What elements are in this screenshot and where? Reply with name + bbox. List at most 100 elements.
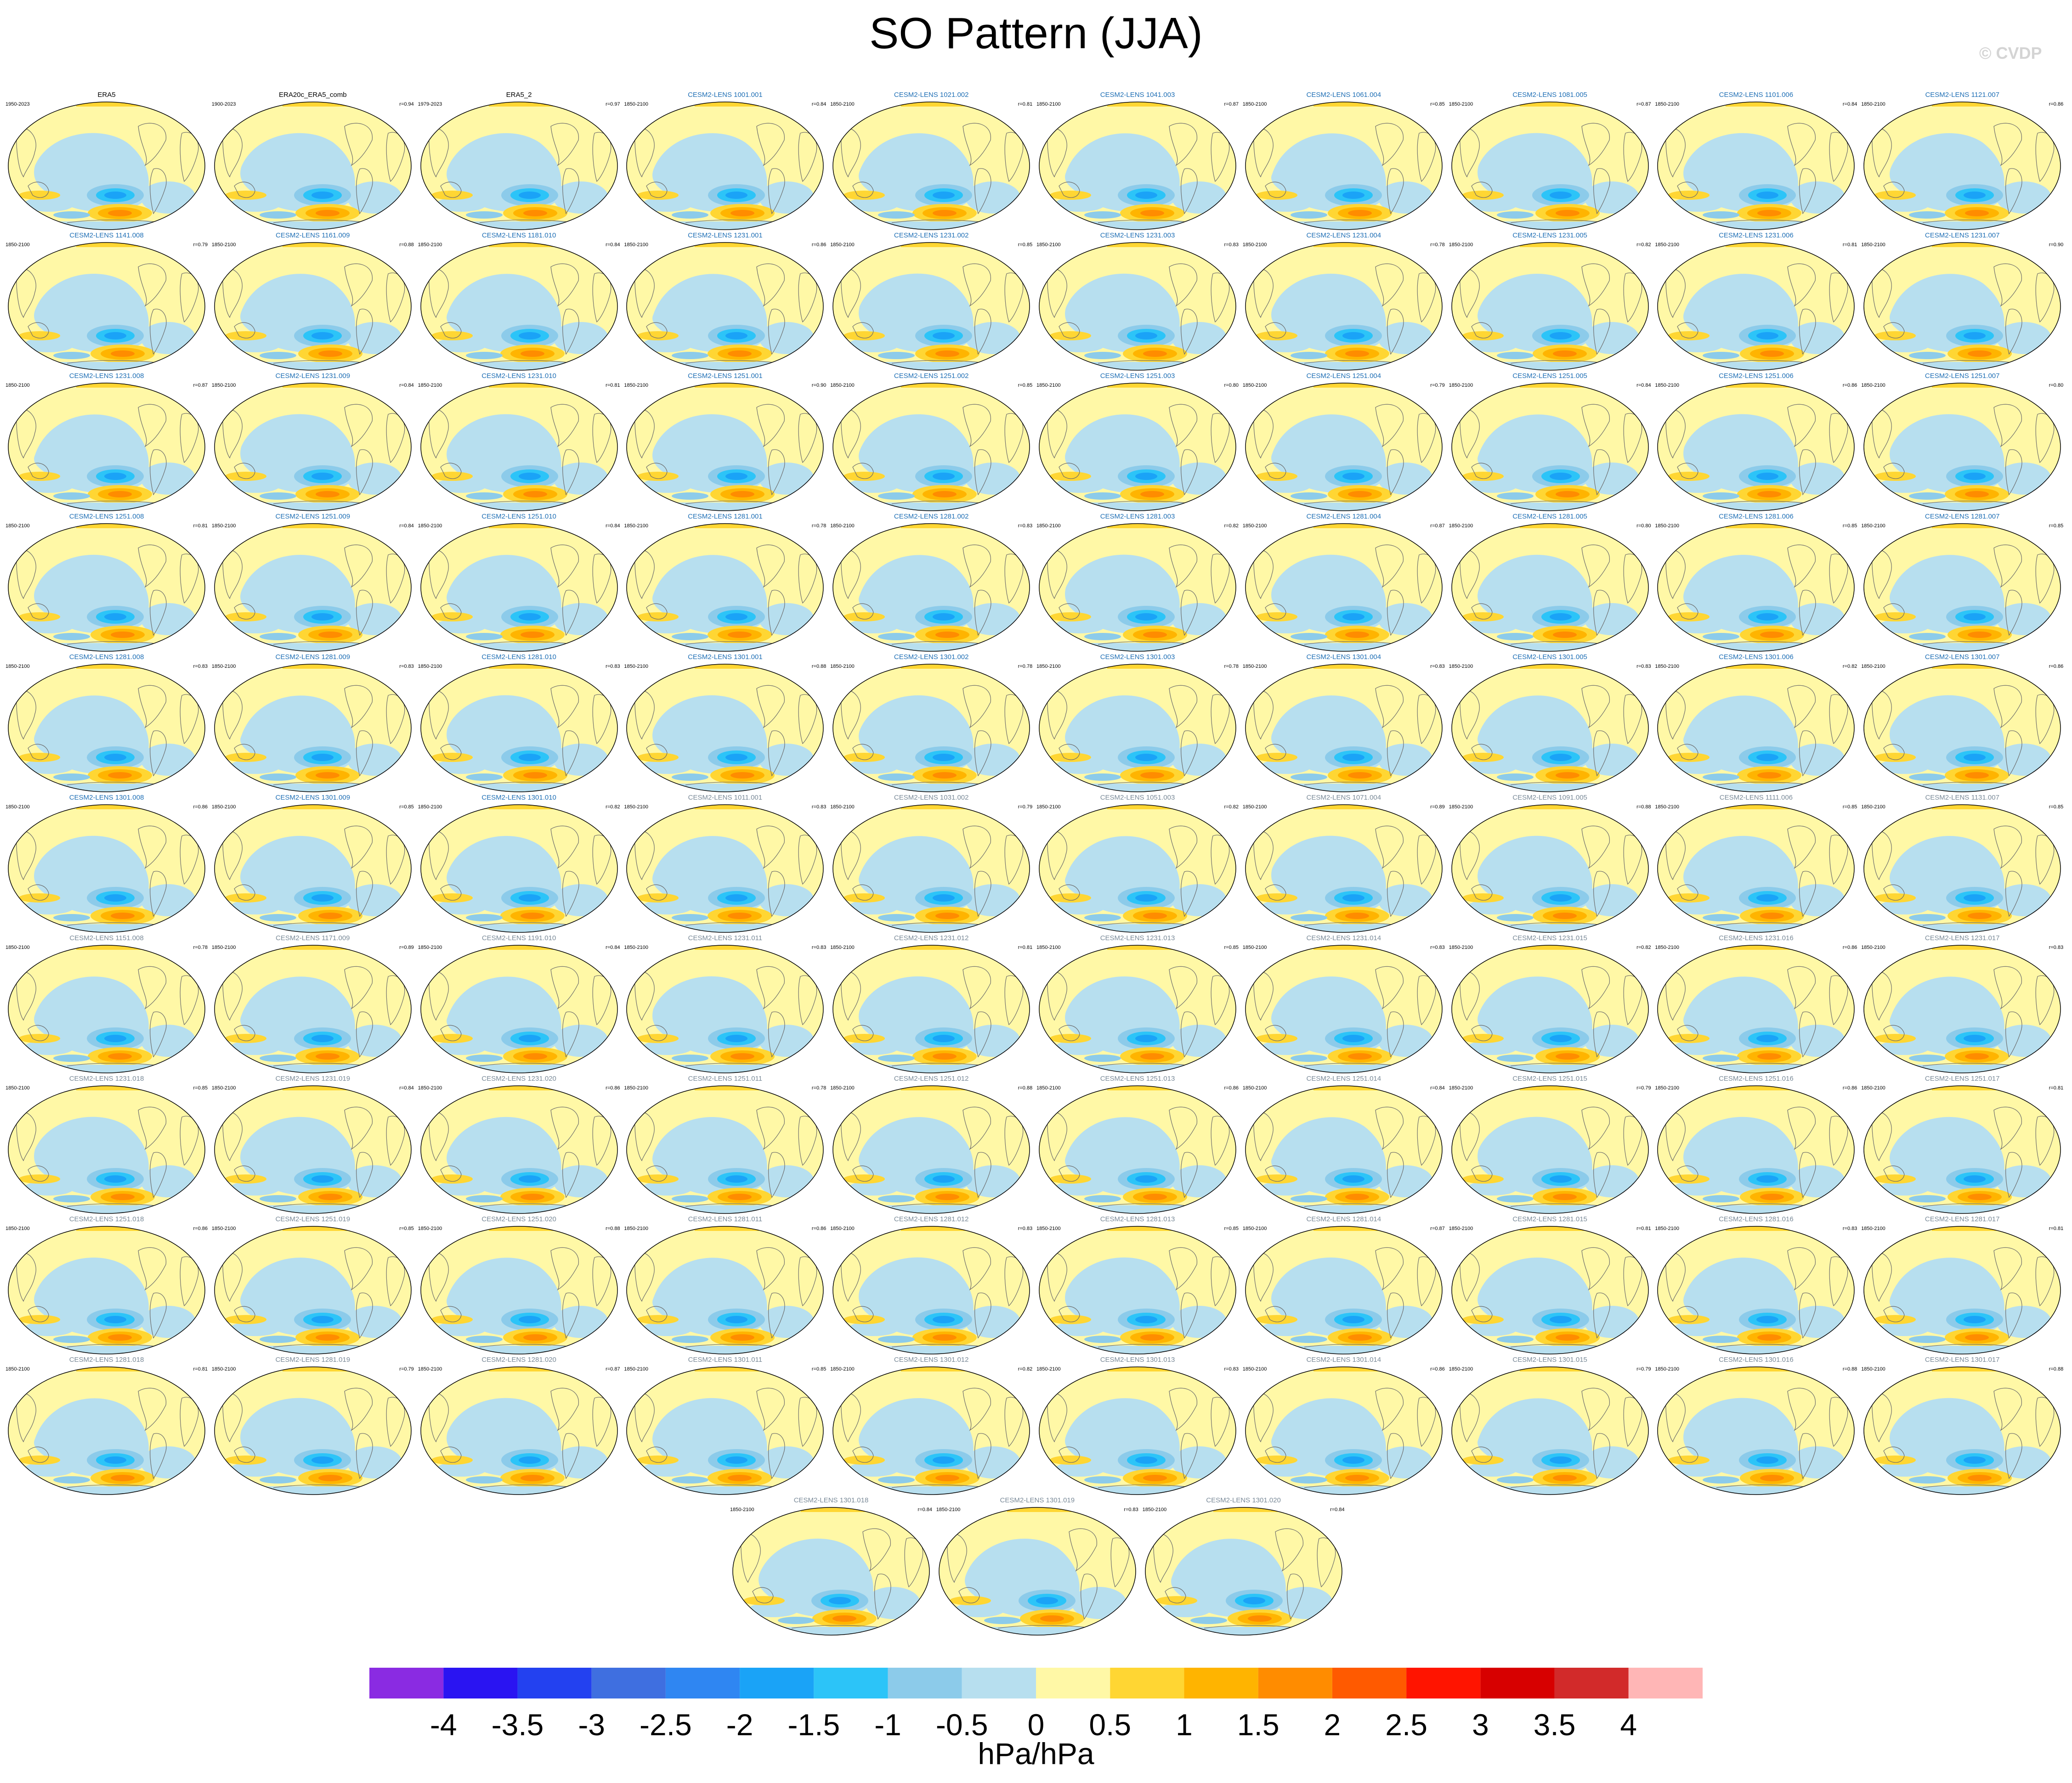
map-panel: CESM2-LENS 1281.013 1850-2100 r=0.85 — [1035, 1215, 1240, 1356]
panel-title: CESM2-LENS 1051.003 — [1100, 794, 1175, 801]
panel-years: 1850-2100 — [211, 383, 236, 388]
map-field — [1863, 523, 2061, 652]
map-panel: CESM2-LENS 1061.004 1850-2100 r=0.85 — [1241, 91, 1447, 231]
panel-years: 1850-2100 — [624, 242, 648, 248]
panel-pattern-correlation: r=0.79 — [399, 1366, 414, 1372]
map-field — [1039, 383, 1236, 511]
map-field — [832, 804, 1030, 933]
map-field — [626, 664, 824, 792]
map-field — [8, 804, 205, 933]
map-field — [420, 1085, 618, 1214]
panel-title: CESM2-LENS 1301.014 — [1306, 1356, 1381, 1364]
map-field — [1144, 1507, 1342, 1636]
map-panel: CESM2-LENS 1251.005 1850-2100 r=0.84 — [1447, 372, 1653, 513]
panel-pattern-correlation: r=0.80 — [1636, 523, 1651, 529]
map-panel: CESM2-LENS 1071.004 1850-2100 r=0.89 — [1241, 794, 1447, 934]
map-panel: CESM2-LENS 1091.005 1850-2100 r=0.88 — [1447, 794, 1653, 934]
panel-title: CESM2-LENS 1231.014 — [1306, 934, 1381, 942]
panel-years: 1850-2100 — [1655, 1085, 1679, 1091]
panel-years: 1850-2100 — [1861, 804, 1885, 810]
map-field — [214, 1226, 412, 1354]
map-field — [1863, 1366, 2061, 1495]
panel-pattern-correlation: r=0.84 — [1330, 1507, 1345, 1512]
panel-title: CESM2-LENS 1301.015 — [1512, 1356, 1587, 1364]
map-field — [420, 242, 618, 371]
panel-years: 1850-2100 — [1242, 1226, 1267, 1231]
panel-years: 1850-2100 — [1036, 1085, 1061, 1091]
map-panel: CESM2-LENS 1301.016 1850-2100 r=0.88 — [1653, 1356, 1859, 1496]
map-field — [1245, 664, 1443, 792]
map-field — [420, 804, 618, 933]
panel-pattern-correlation: r=0.85 — [2049, 523, 2064, 529]
map-field — [1863, 242, 2061, 371]
panel-title: CESM2-LENS 1281.010 — [481, 653, 556, 661]
panel-years: 1850-2100 — [1655, 1366, 1679, 1372]
panel-pattern-correlation: r=0.84 — [399, 523, 414, 529]
panel-pattern-correlation: r=0.83 — [1018, 523, 1033, 529]
map-panel: CESM2-LENS 1231.006 1850-2100 r=0.81 — [1653, 231, 1859, 372]
panel-years: 1850-2100 — [1449, 102, 1473, 107]
panel-years: 1850-2100 — [624, 945, 648, 950]
panel-years: 1979-2023 — [418, 102, 442, 107]
panel-pattern-correlation: r=0.90 — [2049, 242, 2064, 248]
panel-years: 1850-2100 — [211, 242, 236, 248]
panel-years: 1850-2100 — [1449, 945, 1473, 950]
panel-title: CESM2-LENS 1301.010 — [481, 794, 556, 801]
panel-years: 1850-2100 — [211, 1085, 236, 1091]
panel-years: 1850-2100 — [211, 664, 236, 669]
panel-pattern-correlation: r=0.84 — [1636, 383, 1651, 388]
map-field — [214, 383, 412, 511]
map-panel: CESM2-LENS 1251.016 1850-2100 r=0.86 — [1653, 1075, 1859, 1215]
panel-title: CESM2-LENS 1301.020 — [1206, 1496, 1281, 1504]
panel-years: 1850-2100 — [624, 1085, 648, 1091]
map-field — [1657, 102, 1855, 230]
panel-pattern-correlation: r=0.87 — [606, 1366, 620, 1372]
panel-pattern-correlation: r=0.83 — [1842, 1226, 1857, 1231]
panel-years: 1850-2100 — [1242, 804, 1267, 810]
map-field — [420, 945, 618, 1073]
map-panel: CESM2-LENS 1231.004 1850-2100 r=0.78 — [1241, 231, 1447, 372]
map-field — [1863, 945, 2061, 1073]
panel-title: CESM2-LENS 1251.001 — [688, 372, 763, 380]
map-panel: CESM2-LENS 1301.003 1850-2100 r=0.78 — [1035, 653, 1240, 794]
map-panel: CESM2-LENS 1281.009 1850-2100 r=0.83 — [210, 653, 416, 794]
panel-title: CESM2-LENS 1251.016 — [1719, 1075, 1794, 1083]
panel-years: 1850-2100 — [6, 664, 30, 669]
panel-title: CESM2-LENS 1281.014 — [1306, 1215, 1381, 1223]
map-panel: CESM2-LENS 1281.006 1850-2100 r=0.85 — [1653, 513, 1859, 653]
map-field — [626, 1226, 824, 1354]
map-field — [626, 523, 824, 652]
panel-pattern-correlation: r=0.83 — [1430, 664, 1445, 669]
map-panel: CESM2-LENS 1281.008 1850-2100 r=0.83 — [4, 653, 209, 794]
panel-years: 1850-2100 — [1655, 523, 1679, 529]
panel-pattern-correlation: r=0.85 — [1018, 383, 1033, 388]
panel-pattern-correlation: r=0.83 — [1636, 664, 1651, 669]
map-field — [1245, 102, 1443, 230]
map-field — [1657, 945, 1855, 1073]
panel-years: 1850-2100 — [1036, 664, 1061, 669]
panel-title: CESM2-LENS 1301.007 — [1925, 653, 2000, 661]
map-field — [1451, 664, 1649, 792]
panel-pattern-correlation: r=0.85 — [1224, 1226, 1239, 1231]
panel-title: CESM2-LENS 1301.009 — [275, 794, 351, 801]
panel-pattern-correlation: r=0.84 — [917, 1507, 933, 1512]
panel-title: CESM2-LENS 1251.004 — [1306, 372, 1381, 380]
map-field — [1863, 664, 2061, 792]
map-field — [626, 1366, 824, 1495]
panel-title: CESM2-LENS 1231.005 — [1512, 231, 1587, 239]
map-field — [1863, 804, 2061, 933]
map-panel: CESM2-LENS 1301.001 1850-2100 r=0.88 — [622, 653, 828, 794]
panel-title: CESM2-LENS 1301.006 — [1719, 653, 1794, 661]
map-field — [626, 1085, 824, 1214]
map-field — [626, 945, 824, 1073]
panel-years: 1850-2100 — [6, 804, 30, 810]
map-panel: CESM2-LENS 1251.002 1850-2100 r=0.85 — [828, 372, 1034, 513]
panel-years: 1850-2100 — [1036, 523, 1061, 529]
panel-title: CESM2-LENS 1301.005 — [1512, 653, 1587, 661]
map-field — [214, 945, 412, 1073]
colorbar-units-label: hPa/hPa — [978, 1737, 1094, 1771]
map-panel: CESM2-LENS 1301.020 1850-2100 r=0.84 — [1141, 1496, 1347, 1637]
panel-years: 1850-2100 — [1242, 1085, 1267, 1091]
panel-title: CESM2-LENS 1281.017 — [1925, 1215, 2000, 1223]
panel-title: CESM2-LENS 1231.013 — [1100, 934, 1175, 942]
